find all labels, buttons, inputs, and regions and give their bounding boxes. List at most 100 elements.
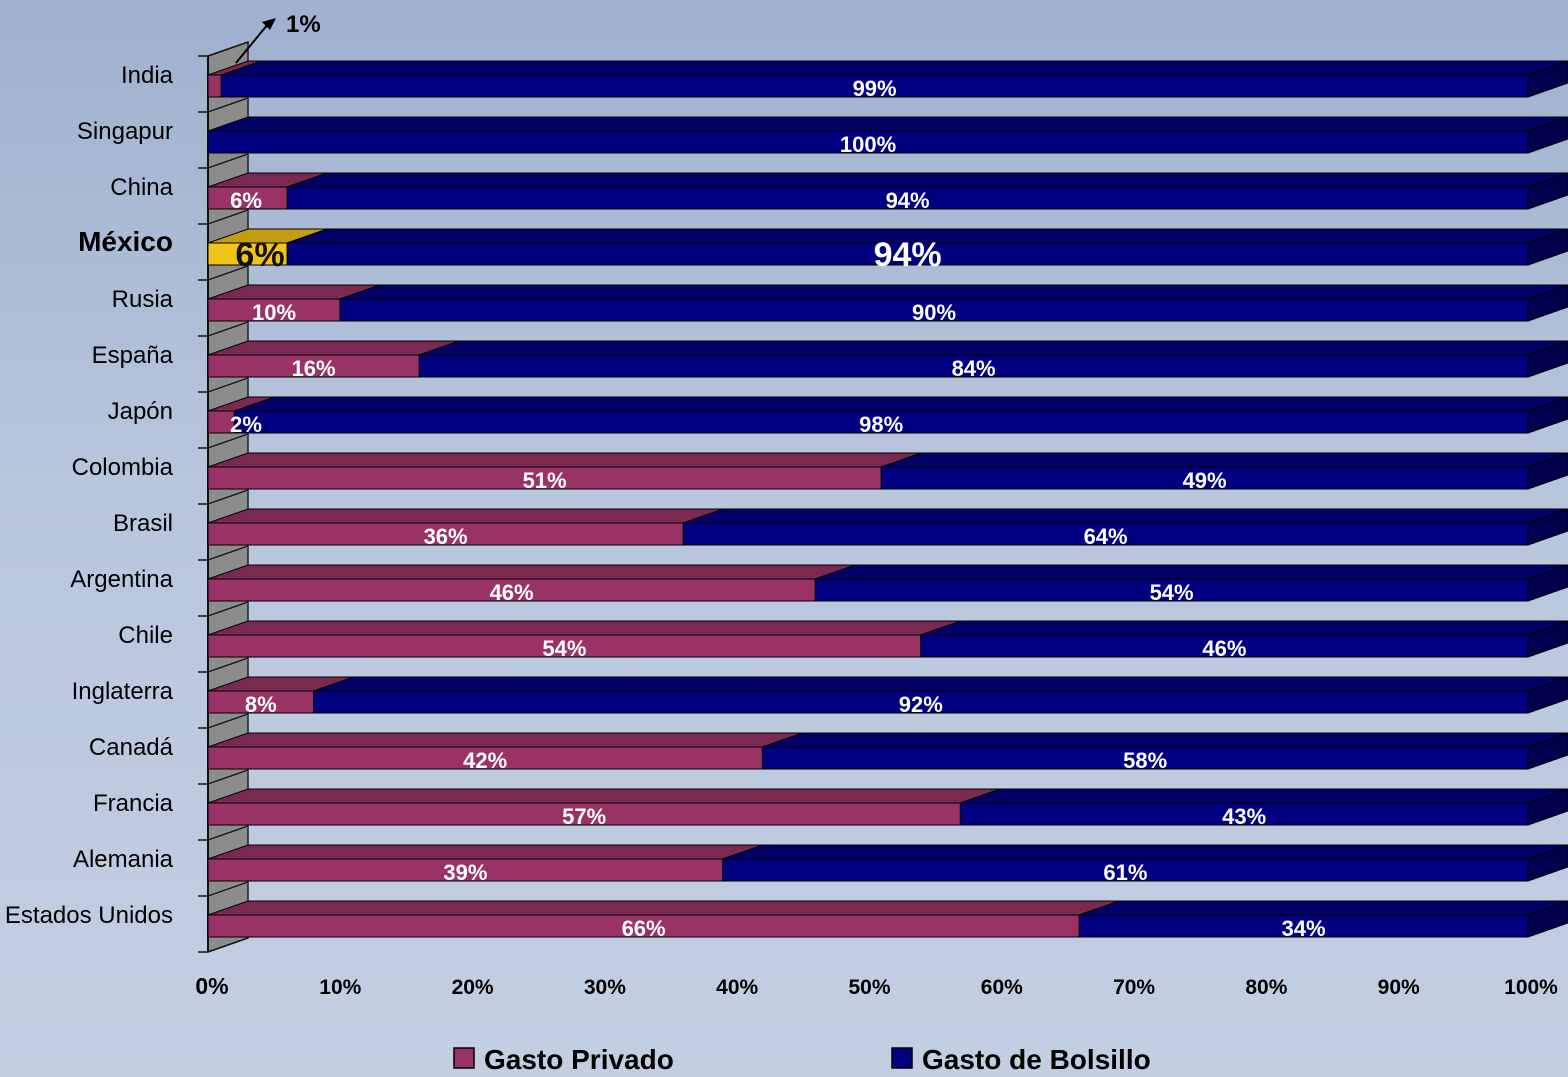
wall-gridline <box>207 321 249 337</box>
category-label-china: China <box>110 174 173 201</box>
category-label-alemania: Alemania <box>73 846 174 873</box>
gasto-de-bolsillo-bar-brasil <box>682 508 1568 546</box>
category-label-inglaterra: Inglaterra <box>72 678 174 705</box>
gasto-de-bolsillo-bar-mexico-side <box>1527 228 1568 266</box>
wall-gridline <box>207 209 249 225</box>
gasto-de-bolsillo-bar-inglaterra-side <box>1527 676 1568 714</box>
x-tick-label: 50% <box>848 976 890 999</box>
gasto-de-bolsillo-bar-rusia <box>339 284 1568 322</box>
gasto-de-bolsillo-bar-rusia-side <box>1527 284 1568 322</box>
gasto-privado-bar-chile-top <box>207 620 961 636</box>
gasto-privado-bar-estados-unidos-label: 66% <box>622 916 666 941</box>
wall-gridline <box>207 601 249 617</box>
gasto-de-bolsillo-bar-singapur <box>207 116 1568 154</box>
gasto-de-bolsillo-bar-inglaterra <box>313 676 1568 714</box>
gasto-de-bolsillo-bar-francia-top <box>960 788 1568 804</box>
gasto-de-bolsillo-bar-japon-top <box>234 396 1568 412</box>
x-tick-label: 40% <box>716 976 758 999</box>
gasto-de-bolsillo-bar-espana-label: 84% <box>952 356 996 381</box>
gasto-de-bolsillo-bar-alemania-top <box>722 844 1568 860</box>
gasto-privado-bar-alemania-top <box>207 844 763 860</box>
category-label-argentina: Argentina <box>70 566 173 593</box>
gasto-de-bolsillo-bar-estados-unidos-side <box>1527 900 1568 938</box>
gasto-de-bolsillo-bar-brasil-label: 64% <box>1084 524 1128 549</box>
legend-label: Gasto de Bolsillo <box>922 1044 1151 1075</box>
legend-item-gasto-de-bolsillo: Gasto de Bolsillo <box>891 1044 1151 1075</box>
gasto-privado-bar-alemania-label: 39% <box>443 860 487 885</box>
gasto-privado-bar-canada <box>207 732 803 770</box>
gasto-privado-bar-chile <box>207 620 961 658</box>
gasto-de-bolsillo-bar-india-label: 99% <box>853 76 897 101</box>
wall-gridline <box>207 713 249 729</box>
gasto-de-bolsillo-bar-chile-side <box>1527 620 1568 658</box>
category-label-japon: Japón <box>108 398 173 425</box>
gasto-privado-bar-brasil-label: 36% <box>424 524 468 549</box>
gasto-privado-bar-argentina <box>207 564 856 602</box>
gasto-de-bolsillo-bar-estados-unidos <box>1078 900 1568 938</box>
gasto-privado-bar-china-label: 6% <box>230 188 262 213</box>
callout-arrowhead <box>262 18 276 30</box>
gasto-de-bolsillo-bar-china-top <box>287 172 1568 188</box>
category-label-colombia: Colombia <box>72 454 174 481</box>
category-label-chile: Chile <box>118 622 173 649</box>
x-tick-label: 80% <box>1245 976 1287 999</box>
gasto-de-bolsillo-bar-china-side <box>1527 172 1568 210</box>
gasto-privado-bar-espana-top <box>207 340 460 356</box>
gasto-de-bolsillo-bar-estados-unidos-top <box>1079 900 1568 916</box>
gasto-privado-bar-estados-unidos <box>207 900 1120 938</box>
gasto-de-bolsillo-bar-espana-side <box>1527 340 1568 378</box>
x-tick-label: 100% <box>1504 976 1558 999</box>
gasto-de-bolsillo-bar-canada <box>761 732 1568 770</box>
gasto-privado-bar-argentina-top <box>207 564 856 580</box>
callout-line <box>235 23 269 64</box>
gasto-privado-bar-francia-label: 57% <box>562 804 606 829</box>
gasto-de-bolsillo-bar-singapur-side <box>1527 116 1568 154</box>
gasto-privado-bar-inglaterra-label: 8% <box>245 692 277 717</box>
legend-swatch <box>453 1047 475 1069</box>
wall-gridline <box>207 377 249 393</box>
x-tick-label: 30% <box>584 976 626 999</box>
category-label-rusia: Rusia <box>112 286 174 313</box>
wall-gridline <box>207 545 249 561</box>
gasto-de-bolsillo-bar-singapur-label: 100% <box>840 132 896 157</box>
x-tick-label: 10% <box>319 976 361 999</box>
wall-gridline <box>207 433 249 449</box>
x-tick-label: 60% <box>981 976 1023 999</box>
gasto-de-bolsillo-bar-rusia-label: 90% <box>912 300 956 325</box>
gasto-privado-bar-china <box>207 172 328 210</box>
gasto-de-bolsillo-bar-argentina-label: 54% <box>1150 580 1194 605</box>
category-label-estados-unidos: Estados Unidos <box>5 902 173 929</box>
gasto-privado-bar-colombia-top <box>207 452 922 468</box>
legend-item-gasto-privado: Gasto Privado <box>453 1044 674 1075</box>
wall-gridline <box>207 937 249 953</box>
gasto-de-bolsillo-bar-chile-label: 46% <box>1202 636 1246 661</box>
gasto-de-bolsillo-bar-chile <box>920 620 1568 658</box>
gasto-de-bolsillo-bar-india-side <box>1527 60 1568 98</box>
gasto-privado-bar-chile-label: 54% <box>542 636 586 661</box>
gasto-de-bolsillo-bar-inglaterra-label: 92% <box>899 692 943 717</box>
gasto-de-bolsillo-bar-estados-unidos-label: 34% <box>1282 916 1326 941</box>
gasto-privado-bar-colombia-label: 51% <box>523 468 567 493</box>
gasto-de-bolsillo-bar-china-label: 94% <box>886 188 930 213</box>
gasto-de-bolsillo-bar-canada-side <box>1527 732 1568 770</box>
category-label-singapur: Singapur <box>77 118 173 145</box>
wall-gridline <box>207 153 249 169</box>
legend-label: Gasto Privado <box>484 1044 674 1075</box>
gasto-de-bolsillo-bar-japon <box>233 396 1568 434</box>
gasto-privado-bar-espana <box>207 340 460 378</box>
gasto-de-bolsillo-bar-singapur-top <box>207 116 1568 132</box>
gasto-privado-bar-francia-top <box>207 788 1001 804</box>
wall-gridline <box>207 265 249 281</box>
category-label-brasil: Brasil <box>113 510 173 537</box>
wall-gridline <box>207 41 249 57</box>
gasto-privado-bar-mexico-label: 6% <box>235 236 284 274</box>
gasto-privado-bar-francia <box>207 788 1001 826</box>
gasto-de-bolsillo-bar-francia-label: 43% <box>1222 804 1266 829</box>
gasto-privado-bar-rusia <box>207 284 381 322</box>
x-tick-label: 20% <box>452 976 494 999</box>
gasto-privado-bar-rusia-label: 10% <box>252 300 296 325</box>
gasto-privado-bar-argentina-label: 46% <box>490 580 534 605</box>
gasto-privado-bar-japon-label: 2% <box>230 412 262 437</box>
